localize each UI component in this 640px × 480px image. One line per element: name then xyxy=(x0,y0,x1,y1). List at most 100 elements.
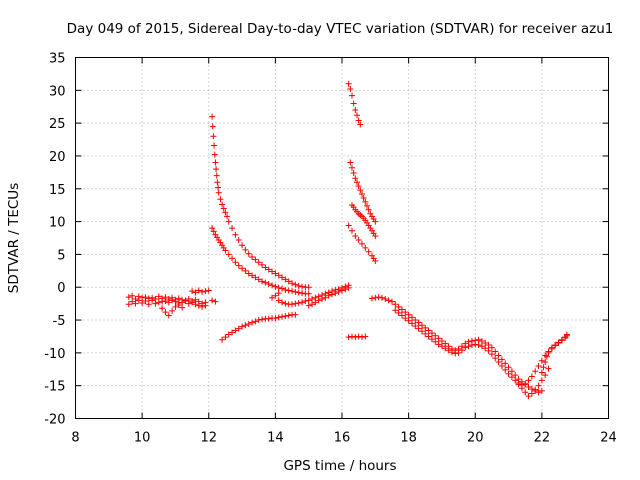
data-point xyxy=(209,113,216,120)
series-mid-curve xyxy=(347,159,379,225)
data-point xyxy=(285,278,292,285)
data-point xyxy=(515,380,522,387)
data-point xyxy=(542,359,549,366)
data-point xyxy=(179,296,186,303)
data-point xyxy=(275,314,282,321)
data-point xyxy=(535,382,542,389)
data-point xyxy=(155,293,162,300)
data-point xyxy=(305,302,312,309)
data-point xyxy=(502,360,509,367)
data-point xyxy=(522,380,529,387)
data-point xyxy=(465,343,472,350)
data-point xyxy=(475,336,482,343)
data-point xyxy=(215,189,222,196)
data-point xyxy=(245,250,252,257)
x-tick-labels: 8 10 12 14 16 18 20 22 24 xyxy=(71,431,616,446)
data-point xyxy=(395,303,402,310)
data-point xyxy=(485,347,492,354)
data-point xyxy=(475,341,482,348)
data-point xyxy=(350,100,357,107)
data-point xyxy=(528,373,535,380)
data-point xyxy=(229,329,236,336)
y-axis-label: SDTVAR / TECUs xyxy=(6,183,22,293)
data-point xyxy=(372,218,379,225)
data-point xyxy=(202,299,209,306)
data-point xyxy=(272,283,279,290)
data-point xyxy=(418,328,425,335)
data-point xyxy=(205,287,212,294)
y-tick-label: -10 xyxy=(44,347,65,362)
data-point xyxy=(172,303,179,310)
data-point xyxy=(259,316,266,323)
data-point xyxy=(378,294,385,301)
data-point xyxy=(358,240,365,247)
data-point xyxy=(269,268,276,275)
data-point xyxy=(214,179,221,186)
data-point xyxy=(372,233,379,240)
data-point xyxy=(445,347,452,354)
data-point xyxy=(302,298,309,305)
data-point xyxy=(518,382,525,389)
data-point xyxy=(495,359,502,366)
data-point xyxy=(279,313,286,320)
data-point xyxy=(435,341,442,348)
data-point xyxy=(142,294,149,301)
series-late-climb-b xyxy=(515,331,570,389)
data-point xyxy=(239,242,246,249)
y-tick-label: -20 xyxy=(44,413,65,428)
data-point xyxy=(535,362,542,369)
data-point xyxy=(152,300,159,307)
series-flat-segment xyxy=(345,333,369,341)
data-point xyxy=(365,248,372,255)
data-point xyxy=(498,356,505,363)
data-point xyxy=(545,365,552,372)
data-point xyxy=(398,306,405,313)
data-point xyxy=(415,319,422,326)
data-point xyxy=(162,294,169,301)
data-point xyxy=(219,336,226,343)
data-point xyxy=(352,107,359,114)
data-point xyxy=(209,225,216,232)
data-point xyxy=(392,301,399,308)
data-point xyxy=(255,317,262,324)
data-point xyxy=(135,293,142,300)
data-point xyxy=(129,298,136,305)
x-axis-label: GPS time / hours xyxy=(283,458,396,474)
data-point xyxy=(235,325,242,332)
data-point xyxy=(525,377,532,384)
data-point xyxy=(345,222,352,229)
data-point xyxy=(405,317,412,324)
data-point xyxy=(272,270,279,277)
data-point xyxy=(538,387,545,394)
data-point xyxy=(220,205,227,212)
data-point xyxy=(299,283,306,290)
y-tick-label: 5 xyxy=(57,248,65,263)
series-steep-drop xyxy=(209,113,312,291)
data-point xyxy=(365,206,372,213)
data-point xyxy=(385,297,392,304)
data-point xyxy=(482,345,489,352)
data-point xyxy=(395,309,402,316)
data-point xyxy=(422,330,429,337)
data-point xyxy=(199,288,206,295)
data-point xyxy=(212,159,219,166)
data-point xyxy=(505,364,512,371)
data-point xyxy=(512,372,519,379)
data-point xyxy=(252,318,259,325)
data-point xyxy=(455,349,462,356)
data-point xyxy=(428,336,435,343)
data-point xyxy=(468,341,475,348)
y-tick-label: 35 xyxy=(49,52,66,67)
data-point xyxy=(255,259,262,266)
series-high-curve xyxy=(345,80,364,128)
data-point xyxy=(159,305,166,312)
data-point xyxy=(412,322,419,329)
data-point xyxy=(478,338,485,345)
data-point xyxy=(262,279,269,286)
chart-title: Day 049 of 2015, Sidereal Day-to-day VTE… xyxy=(67,21,614,37)
data-point xyxy=(352,334,359,341)
data-point xyxy=(265,315,272,322)
data-point xyxy=(145,301,152,308)
data-point xyxy=(442,345,449,352)
data-point xyxy=(165,312,172,319)
